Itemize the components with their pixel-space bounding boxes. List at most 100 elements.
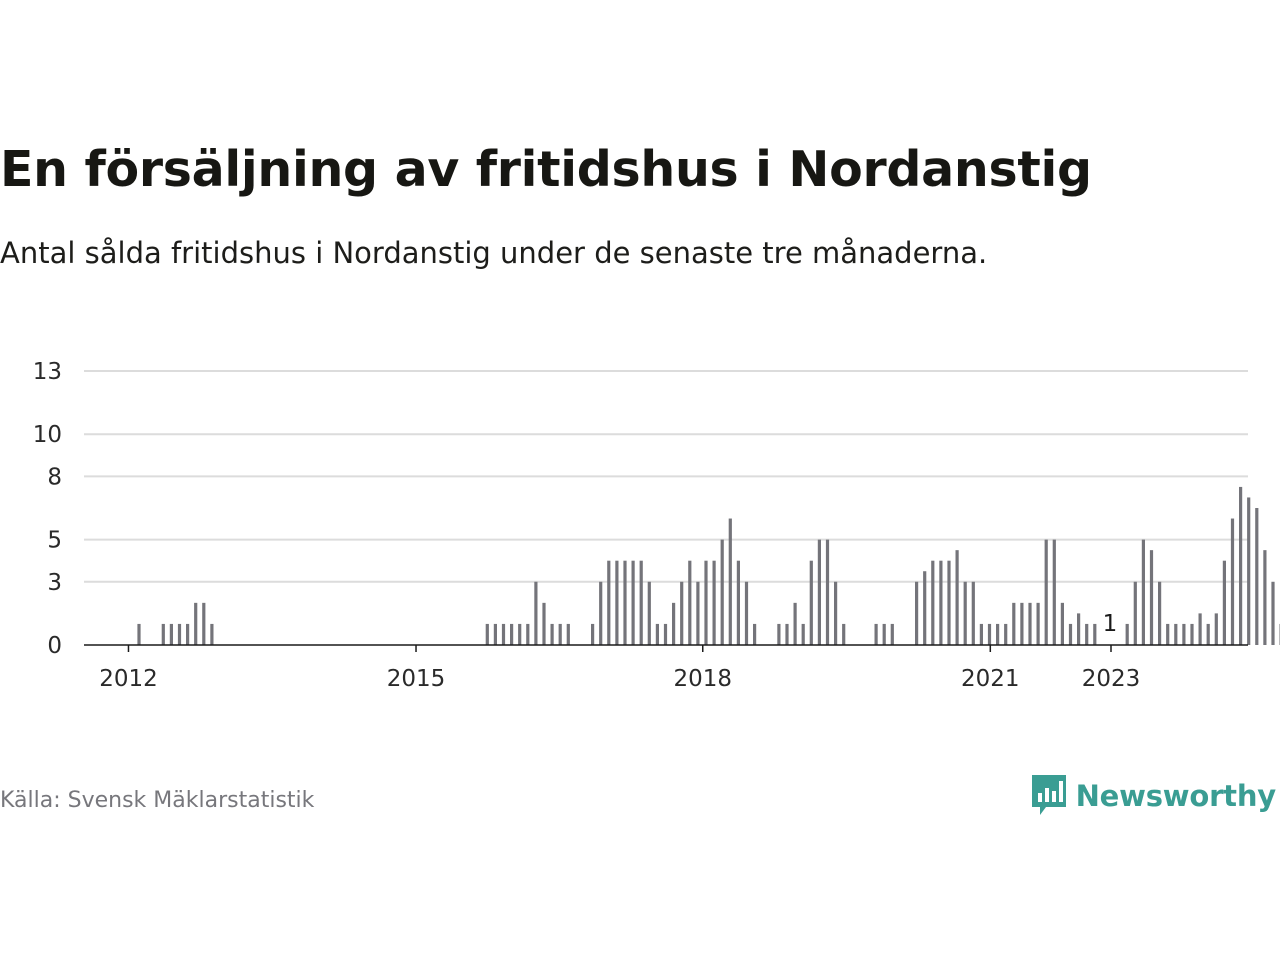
x-tick-label: 2018 — [673, 666, 732, 692]
bar — [1133, 581, 1137, 645]
bar — [1068, 623, 1073, 645]
newsworthy-logo-icon — [1031, 775, 1066, 815]
brand-logo: Newsworthy — [1030, 772, 1276, 820]
bar — [801, 623, 805, 645]
bar — [177, 623, 182, 645]
bar — [631, 560, 635, 645]
bar — [194, 602, 198, 645]
bar — [1044, 539, 1048, 645]
bar — [996, 623, 1000, 645]
bar — [753, 623, 757, 645]
bar — [923, 571, 927, 645]
bar — [1141, 539, 1145, 645]
bar — [987, 623, 992, 645]
bar — [1206, 623, 1210, 645]
bar — [1255, 508, 1259, 645]
y-tick-label: 5 — [47, 528, 62, 554]
bar — [1077, 613, 1081, 645]
bar — [615, 560, 619, 645]
bar — [1247, 497, 1251, 645]
bar — [663, 623, 668, 645]
bar — [672, 602, 676, 645]
bar-chart: 0 3 5 8 10 13 2012 2015 2018 2021 2023 1 — [33, 359, 1280, 692]
bar — [639, 560, 643, 645]
bar — [137, 623, 141, 645]
bar — [591, 623, 595, 645]
bar — [186, 623, 190, 645]
bar — [890, 623, 894, 645]
bar — [963, 581, 967, 645]
bar — [599, 581, 603, 645]
bar — [744, 581, 749, 645]
bar — [1263, 550, 1267, 645]
y-tick-label: 0 — [47, 633, 62, 659]
bar — [542, 602, 546, 645]
bar — [1166, 623, 1170, 645]
bar — [566, 623, 570, 645]
gridlines — [84, 370, 1248, 583]
bar — [647, 581, 651, 645]
bar — [1271, 581, 1275, 645]
bar — [1020, 602, 1024, 645]
bar — [1158, 581, 1162, 645]
x-tick-label: 2015 — [387, 666, 446, 692]
bar — [947, 560, 951, 645]
bar — [607, 560, 611, 645]
bar — [939, 560, 943, 645]
x-tick-label: 2023 — [1082, 666, 1141, 692]
annotations: 1 — [1103, 611, 1118, 637]
bar — [1125, 623, 1129, 645]
bar — [834, 581, 838, 645]
bar — [1198, 613, 1202, 645]
bar — [809, 560, 813, 645]
y-tick-label: 3 — [47, 570, 62, 596]
bar — [1093, 623, 1097, 645]
bar — [874, 623, 878, 645]
brand-name: Newsworthy — [1075, 779, 1277, 813]
bar — [169, 623, 173, 645]
bar — [550, 623, 554, 645]
bar — [979, 623, 983, 645]
bar — [1174, 623, 1178, 645]
bar — [558, 623, 562, 645]
bar — [518, 623, 522, 645]
bar — [534, 581, 538, 645]
bar — [842, 623, 846, 645]
bar — [931, 560, 935, 645]
bar — [736, 560, 740, 645]
bar — [680, 581, 684, 645]
chart-subtitle: Antal sålda fritidshus i Nordanstig unde… — [0, 236, 988, 270]
bar — [712, 560, 716, 645]
y-axis-labels: 0 3 5 8 10 13 — [33, 359, 62, 659]
bar — [817, 539, 821, 645]
source-note: Källa: Svensk Mäklarstatistik — [0, 788, 315, 813]
bar — [688, 560, 692, 645]
bar — [1028, 602, 1032, 645]
chart-title: En försäljning av fritidshus i Nordansti… — [0, 141, 1092, 198]
bar — [1004, 623, 1008, 645]
bar — [915, 581, 919, 645]
y-tick-label: 13 — [33, 359, 62, 385]
bar — [1214, 613, 1218, 645]
bar — [623, 560, 627, 645]
bar — [1036, 602, 1040, 645]
bar — [785, 623, 789, 645]
bar — [655, 623, 659, 645]
bar — [1149, 550, 1154, 645]
bar — [161, 623, 165, 645]
bar — [210, 623, 214, 645]
bar — [1190, 623, 1194, 645]
bar — [704, 560, 708, 645]
bar — [501, 623, 506, 645]
bar — [1052, 539, 1056, 645]
bar — [526, 623, 530, 645]
bar — [1012, 602, 1016, 645]
bar — [202, 602, 206, 645]
x-axis: 2012 2015 2018 2021 2023 — [84, 644, 1248, 692]
bar — [485, 623, 489, 645]
bar — [696, 581, 700, 645]
bar — [971, 581, 975, 645]
y-tick-label: 10 — [33, 422, 62, 448]
y-tick-label: 8 — [47, 464, 62, 490]
bar — [510, 623, 514, 645]
